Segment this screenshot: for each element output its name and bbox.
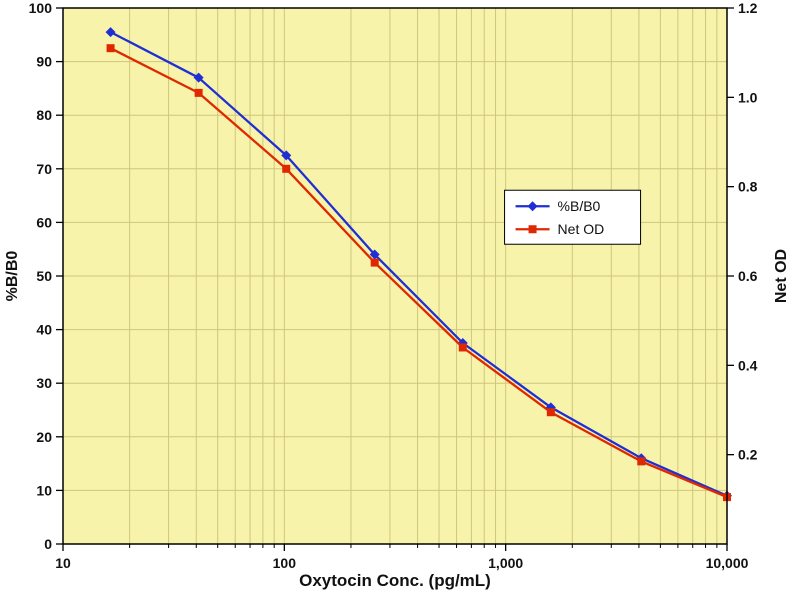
x-tick-label: 10,000	[706, 555, 749, 571]
data-point-diamond	[369, 249, 380, 260]
legend-label: %B/B0	[558, 198, 601, 214]
legend-label: Net OD	[558, 221, 605, 237]
axes: 10 100 1,000 10,00001020304050607080901000.…	[29, 0, 758, 571]
data-point-square	[106, 44, 115, 53]
x-tick-label: 1,000	[488, 555, 523, 571]
left-axis-tick-label: 0	[44, 536, 52, 552]
data-point-diamond	[281, 150, 292, 161]
left-axis-tick-label: 40	[36, 322, 52, 338]
legend-box	[504, 189, 642, 245]
data-point-square	[282, 164, 291, 173]
legend: %B/B0 Net OD	[504, 189, 642, 245]
data-point-diamond	[105, 27, 116, 38]
data-point-square	[370, 258, 379, 267]
x-axis-title: Oxytocin Conc. (pg/mL)	[299, 571, 491, 590]
left-axis-tick-label: 30	[36, 375, 52, 391]
right-axis-tick-label: 0.6	[738, 268, 758, 284]
right-axis-tick-label: 1.0	[738, 89, 758, 105]
right-axis-tick-label: 0.2	[738, 447, 758, 463]
left-axis-tick-label: 60	[36, 214, 52, 230]
right-axis-tick-label: 0.4	[738, 357, 758, 373]
left-axis-tick-label: 100	[29, 0, 53, 16]
left-axis-title: %B/B0	[4, 251, 21, 302]
left-axis-tick-label: 50	[36, 268, 52, 284]
x-tick-label: 100	[273, 555, 297, 571]
right-axis-tick-label: 0.8	[738, 179, 758, 195]
left-axis-tick-label: 80	[36, 107, 52, 123]
series-line-1	[109, 47, 729, 499]
left-axis-tick-label: 90	[36, 54, 52, 70]
legend-item-0: %B/B0	[515, 198, 601, 214]
left-axis-tick-label: 20	[36, 429, 52, 445]
data-point-diamond	[193, 72, 204, 83]
series-line-0	[109, 30, 729, 497]
data-point-square	[458, 343, 467, 352]
legend-item-1: Net OD	[515, 221, 605, 237]
legend-marker-square	[528, 225, 537, 234]
x-tick-label: 10	[55, 555, 71, 571]
data-point-square	[637, 457, 646, 466]
left-axis-tick-label: 10	[36, 482, 52, 498]
data-point-square	[194, 88, 203, 97]
data-point-square	[546, 408, 555, 417]
right-axis-title: Net OD	[773, 249, 790, 303]
right-axis-tick-label: 1.2	[738, 0, 758, 16]
legend-marker-diamond	[527, 201, 538, 212]
left-axis-tick-label: 70	[36, 161, 52, 177]
